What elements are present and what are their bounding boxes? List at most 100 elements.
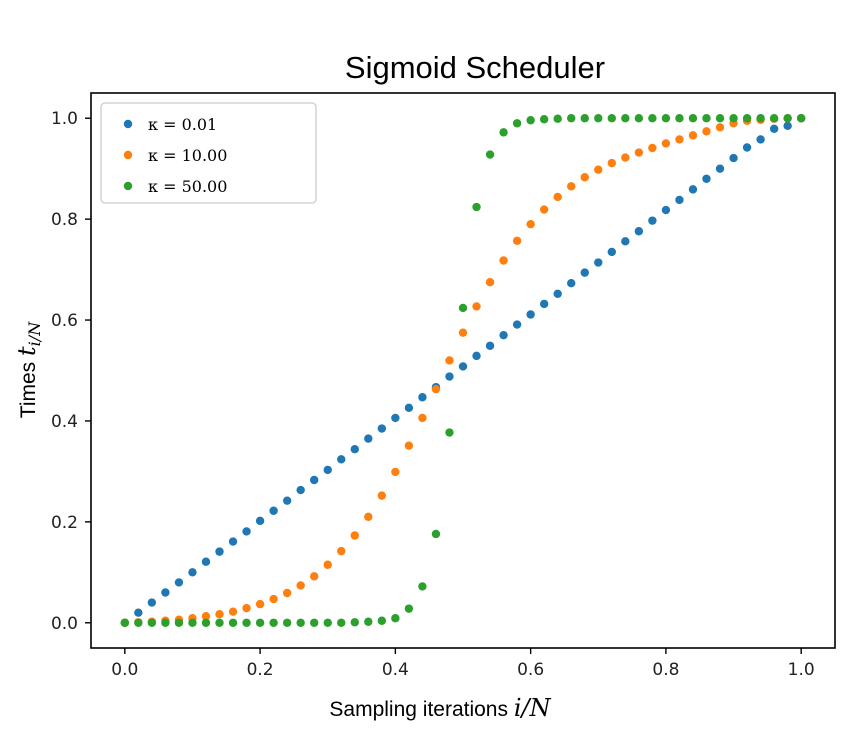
data-point	[242, 603, 251, 613]
x-tick-label: 0.0	[111, 660, 138, 680]
data-point	[553, 289, 562, 299]
data-point	[458, 362, 468, 371]
data-point	[215, 618, 224, 627]
y-axis-ticks: 0.0 0.2 0.4 0.6 0.8 1.0	[51, 109, 91, 634]
data-point	[418, 413, 427, 423]
data-point	[688, 185, 698, 194]
legend-items: κ = 0.01 κ = 10.00 κ = 50.00	[123, 115, 227, 196]
data-point	[702, 174, 711, 183]
y-axis-label-subscript: i/N	[25, 321, 44, 347]
data-point	[729, 153, 738, 163]
data-point	[729, 114, 738, 123]
data-point	[675, 195, 684, 205]
x-tick-label: 0.2	[247, 660, 274, 680]
data-point	[485, 341, 495, 350]
data-point	[404, 403, 414, 413]
data-point	[161, 618, 170, 627]
data-point	[418, 393, 427, 402]
x-axis-label: Sampling iterations i/N	[329, 694, 551, 722]
data-point	[472, 302, 481, 311]
data-point	[201, 612, 211, 621]
data-point	[526, 116, 535, 125]
data-point	[648, 143, 657, 153]
data-point	[567, 279, 576, 288]
data-point	[445, 356, 454, 365]
data-point	[310, 618, 319, 627]
data-point	[228, 618, 238, 627]
data-point	[120, 618, 130, 627]
data-point	[377, 424, 387, 433]
legend-label: κ = 50.00	[148, 177, 227, 196]
data-point	[783, 121, 792, 130]
data-point	[296, 618, 305, 627]
y-tick-label: 0.2	[51, 513, 78, 533]
data-point	[174, 618, 184, 627]
y-axis-label-text: Times	[17, 356, 40, 418]
data-point	[445, 428, 454, 437]
data-point	[445, 372, 454, 381]
data-point	[702, 114, 711, 123]
data-point	[675, 135, 684, 144]
x-axis-ticks: 0.0 0.2 0.4 0.6 0.8 1.0	[111, 648, 815, 680]
data-point	[661, 205, 671, 215]
x-axis-label-math: i/N	[514, 694, 552, 722]
data-point	[499, 330, 508, 340]
data-point	[282, 588, 292, 598]
data-point	[404, 441, 414, 450]
data-point	[512, 236, 522, 246]
data-point	[161, 588, 170, 597]
data-point	[607, 247, 616, 257]
x-tick-label: 0.4	[382, 660, 409, 680]
data-point	[269, 618, 278, 627]
chart-title: Sigmoid Scheduler	[345, 50, 605, 85]
data-point	[134, 618, 143, 627]
data-point	[282, 618, 292, 627]
data-point	[188, 568, 197, 577]
data-points	[120, 114, 806, 627]
legend-marker	[123, 150, 133, 160]
data-point	[499, 128, 508, 137]
data-point	[296, 485, 305, 495]
x-axis-label-text: Sampling iterations	[329, 698, 513, 721]
data-point	[594, 258, 603, 267]
data-point	[269, 594, 278, 604]
data-point	[567, 114, 576, 123]
data-point	[215, 610, 224, 619]
data-point	[580, 114, 589, 123]
data-point	[418, 582, 427, 591]
data-point	[282, 496, 292, 505]
data-point	[350, 445, 359, 454]
data-point	[323, 560, 332, 569]
data-point	[594, 165, 603, 174]
data-point	[621, 114, 630, 123]
data-point	[580, 268, 589, 277]
data-point	[201, 618, 211, 627]
data-point	[269, 506, 278, 515]
data-point	[769, 114, 779, 123]
data-point	[174, 578, 184, 587]
data-point	[648, 216, 657, 225]
data-point	[472, 351, 481, 361]
data-point	[310, 572, 319, 581]
y-tick-label: 0.6	[51, 311, 78, 331]
data-point	[756, 114, 765, 123]
data-point	[431, 384, 441, 394]
data-point	[756, 135, 765, 144]
data-point	[539, 115, 549, 124]
data-point	[310, 475, 319, 485]
data-point	[404, 604, 414, 613]
data-point	[472, 202, 481, 212]
y-axis-label-math: t	[13, 346, 41, 356]
data-point	[134, 608, 143, 617]
legend-label: κ = 0.01	[148, 115, 217, 134]
legend-marker	[123, 119, 133, 129]
data-point	[391, 413, 400, 423]
data-point	[621, 153, 630, 162]
data-point	[337, 455, 346, 464]
data-point	[499, 256, 508, 265]
data-point	[323, 465, 332, 475]
legend-marker	[123, 181, 133, 191]
data-point	[526, 310, 535, 319]
data-point	[431, 529, 441, 539]
